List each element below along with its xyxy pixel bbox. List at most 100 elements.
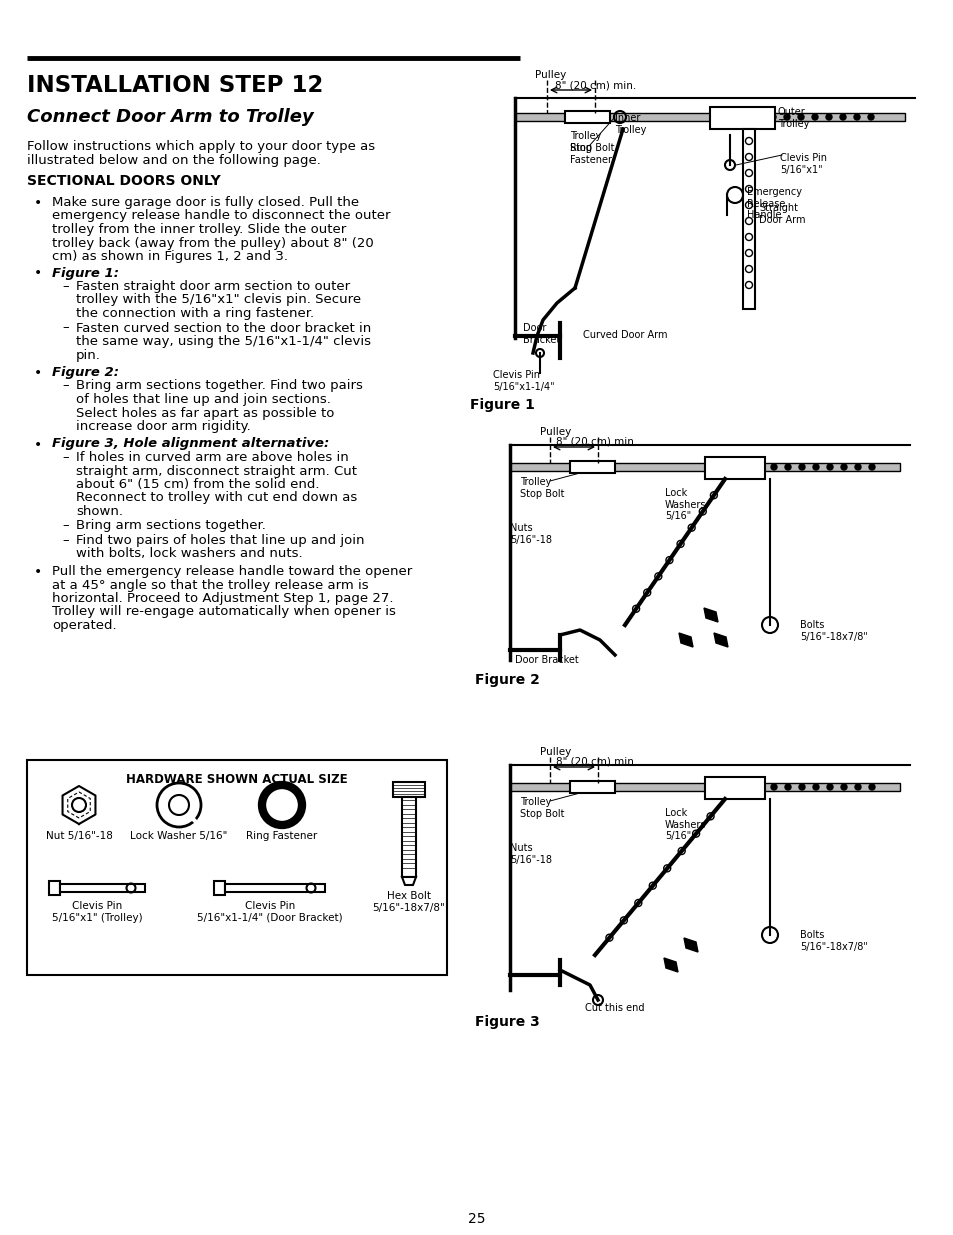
Circle shape — [770, 464, 776, 471]
Text: Nuts
5/16"-18: Nuts 5/16"-18 — [510, 522, 552, 545]
Text: Bolts
5/16"-18x7/8": Bolts 5/16"-18x7/8" — [800, 620, 867, 642]
Circle shape — [799, 784, 804, 790]
Bar — [213, 881, 225, 895]
Circle shape — [783, 114, 789, 120]
Text: Lock
Washers
5/16": Lock Washers 5/16" — [664, 488, 706, 521]
Text: 8" (20 cm) min.: 8" (20 cm) min. — [556, 437, 637, 447]
Text: the same way, using the 5/16"x1-1/4" clevis: the same way, using the 5/16"x1-1/4" cle… — [76, 335, 371, 348]
Text: Pull the emergency release handle toward the opener: Pull the emergency release handle toward… — [52, 564, 412, 578]
Text: Fasten straight door arm section to outer: Fasten straight door arm section to oute… — [76, 280, 350, 293]
Text: straight arm, disconnect straight arm. Cut: straight arm, disconnect straight arm. C… — [76, 464, 356, 478]
Bar — [515, 112, 904, 121]
Bar — [27, 760, 447, 974]
Text: –: – — [62, 321, 69, 335]
Text: horizontal. Proceed to Adjustment Step 1, page 27.: horizontal. Proceed to Adjustment Step 1… — [52, 592, 393, 605]
Text: HARDWARE SHOWN ACTUAL SIZE: HARDWARE SHOWN ACTUAL SIZE — [126, 773, 348, 785]
Circle shape — [841, 464, 846, 471]
Text: Hex Bolt
5/16"-18x7/8": Hex Bolt 5/16"-18x7/8" — [373, 890, 445, 913]
Circle shape — [811, 114, 817, 120]
Bar — [60, 884, 145, 892]
Text: Select holes as far apart as possible to: Select holes as far apart as possible to — [76, 406, 334, 420]
Text: •: • — [34, 366, 42, 380]
Bar — [569, 461, 615, 473]
Text: •: • — [34, 267, 42, 280]
Text: INSTALLATION STEP 12: INSTALLATION STEP 12 — [27, 74, 323, 98]
Text: Figure 3, Hole alignment alternative:: Figure 3, Hole alignment alternative: — [52, 437, 329, 451]
Text: Trolley
Stop Bolt: Trolley Stop Bolt — [519, 477, 564, 499]
Text: –: – — [62, 280, 69, 293]
Circle shape — [812, 464, 818, 471]
Circle shape — [825, 114, 831, 120]
Bar — [510, 463, 899, 471]
Text: Figure 1:: Figure 1: — [52, 267, 119, 279]
Text: If holes in curved arm are above holes in: If holes in curved arm are above holes i… — [76, 451, 349, 464]
Text: SECTIONAL DOORS ONLY: SECTIONAL DOORS ONLY — [27, 174, 220, 188]
Text: with bolts, lock washers and nuts.: with bolts, lock washers and nuts. — [76, 547, 302, 561]
Polygon shape — [663, 958, 678, 972]
Text: Fasten curved section to the door bracket in: Fasten curved section to the door bracke… — [76, 321, 371, 335]
Text: Lock Washer 5/16": Lock Washer 5/16" — [131, 831, 228, 841]
Circle shape — [826, 464, 832, 471]
Bar — [704, 777, 764, 799]
Text: Cut this end: Cut this end — [584, 1003, 644, 1013]
Circle shape — [797, 114, 803, 120]
Text: Trolley
Stop Bolt: Trolley Stop Bolt — [519, 797, 564, 819]
Bar — [704, 457, 764, 479]
Text: Trolley will re-engage automatically when opener is: Trolley will re-engage automatically whe… — [52, 605, 395, 619]
Bar — [225, 884, 325, 892]
Text: –: – — [62, 451, 69, 464]
Text: Bolts
5/16"-18x7/8": Bolts 5/16"-18x7/8" — [800, 930, 867, 952]
Circle shape — [757, 464, 762, 471]
Circle shape — [812, 784, 818, 790]
Text: Bring arm sections together. Find two pairs: Bring arm sections together. Find two pa… — [76, 379, 362, 393]
Text: Find two pairs of holes that line up and join: Find two pairs of holes that line up and… — [76, 534, 364, 547]
Bar — [569, 781, 615, 793]
Text: Make sure garage door is fully closed. Pull the: Make sure garage door is fully closed. P… — [52, 196, 358, 209]
Text: pin.: pin. — [76, 348, 101, 362]
Text: –: – — [62, 520, 69, 532]
Text: Clevis Pin
5/16"x1-1/4": Clevis Pin 5/16"x1-1/4" — [493, 370, 554, 391]
Polygon shape — [683, 939, 698, 952]
Circle shape — [755, 114, 761, 120]
Text: Pulley: Pulley — [535, 70, 566, 80]
Text: Door Bracket: Door Bracket — [515, 655, 578, 664]
Text: shown.: shown. — [76, 505, 123, 517]
Text: increase door arm rigidity.: increase door arm rigidity. — [76, 420, 251, 433]
Circle shape — [853, 114, 859, 120]
Bar — [393, 782, 424, 797]
Text: Figure 3: Figure 3 — [475, 1015, 539, 1029]
Text: Trolley
Stop Bolt: Trolley Stop Bolt — [569, 131, 614, 153]
Text: Lock
Washers
5/16": Lock Washers 5/16" — [664, 808, 706, 841]
Circle shape — [784, 784, 790, 790]
Text: Clevis Pin
5/16"x1-1/4" (Door Bracket): Clevis Pin 5/16"x1-1/4" (Door Bracket) — [197, 902, 342, 923]
Text: trolley with the 5/16"x1" clevis pin. Secure: trolley with the 5/16"x1" clevis pin. Se… — [76, 294, 361, 306]
Bar — [401, 797, 416, 877]
Text: 8" (20 cm) min.: 8" (20 cm) min. — [555, 82, 636, 91]
Text: •: • — [34, 437, 42, 452]
Text: 25: 25 — [468, 1212, 485, 1226]
Circle shape — [867, 114, 873, 120]
Text: Inner
Trolley: Inner Trolley — [615, 112, 646, 135]
Text: of holes that line up and join sections.: of holes that line up and join sections. — [76, 393, 331, 406]
Circle shape — [741, 114, 747, 120]
Bar — [709, 107, 774, 128]
Circle shape — [868, 784, 874, 790]
Text: Clevis Pin
5/16"x1" (Trolley): Clevis Pin 5/16"x1" (Trolley) — [51, 902, 142, 923]
Text: Follow instructions which apply to your door type as: Follow instructions which apply to your … — [27, 140, 375, 153]
Circle shape — [841, 784, 846, 790]
Text: Connect Door Arm to Trolley: Connect Door Arm to Trolley — [27, 107, 314, 126]
Text: at a 45° angle so that the trolley release arm is: at a 45° angle so that the trolley relea… — [52, 578, 368, 592]
Text: 8" (20 cm) min.: 8" (20 cm) min. — [556, 757, 637, 767]
Text: •: • — [34, 196, 42, 210]
Polygon shape — [703, 608, 718, 622]
Bar — [564, 111, 609, 124]
Circle shape — [799, 464, 804, 471]
Text: Figure 2: Figure 2 — [475, 673, 539, 687]
Text: Reconnect to trolley with cut end down as: Reconnect to trolley with cut end down a… — [76, 492, 356, 505]
Circle shape — [840, 114, 845, 120]
Text: Emergency
Release
Handle: Emergency Release Handle — [746, 186, 801, 220]
Text: –: – — [62, 534, 69, 547]
Text: Pulley: Pulley — [539, 427, 571, 437]
Bar — [742, 128, 754, 309]
Text: Ring Fastener: Ring Fastener — [246, 831, 317, 841]
